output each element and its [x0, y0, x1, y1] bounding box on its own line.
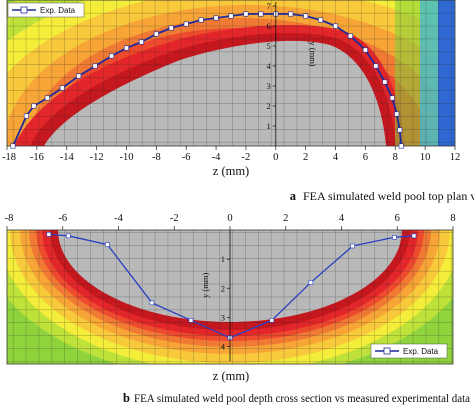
- panel-a-exp-data-marker: [347, 33, 353, 39]
- panel-b-exp-data-marker: [392, 234, 397, 240]
- panel-b-x-tick-label: -4: [114, 213, 123, 224]
- panel-b-y-tick-label: 4: [221, 342, 226, 352]
- panel-a-exp-data-marker: [59, 85, 65, 91]
- panel-a-x-tick-label: -8: [152, 152, 161, 163]
- panel-b-exp-data-marker: [308, 280, 314, 285]
- panel-a-caption: FEA simulated weld pool top plan view vs…: [303, 189, 474, 203]
- panel-a-exp-data-marker: [23, 113, 29, 119]
- panel-a-exp-data-marker: [228, 13, 234, 19]
- panel-a-legend-label: Exp. Data: [40, 6, 76, 15]
- panel-b-x-tick-label: -6: [58, 213, 67, 224]
- panel-a-x-tick-label: -4: [212, 152, 221, 163]
- panel-b: -8 -6 -4 -2 0 2 4 6 8 1 2 3 4 y (mm) Exp. Data z (mm…: [5, 213, 471, 405]
- panel-a-exp-data-marker: [288, 11, 294, 17]
- panel-a-x-tick-label: 10: [420, 152, 431, 163]
- panel-a-exp-data-marker: [398, 143, 404, 149]
- panel-a-y-tick-label: 5: [267, 41, 271, 51]
- panel-a-exp-data-marker: [76, 73, 82, 79]
- panel-a-caption-letter: a: [290, 189, 297, 203]
- panel-a-x-tick-label: 4: [333, 152, 339, 163]
- panel-a-y-axis-label: y (mm): [308, 41, 318, 66]
- panel-b-x-tick-label: 2: [283, 213, 288, 224]
- panel-a-x-tick-label: 2: [303, 152, 308, 163]
- panel-b-legend-label: Exp. Data: [403, 347, 439, 356]
- panel-b-caption: FEA simulated weld pool depth cross sect…: [134, 391, 471, 405]
- panel-a-frame: [6, 0, 456, 147]
- panel-b-y-tick-label: 3: [221, 312, 225, 322]
- panel-a-exp-data-series: [10, 11, 404, 149]
- panel-a-exp-data-marker: [373, 63, 379, 69]
- panel-a-x-tick-label: -10: [119, 152, 133, 163]
- panel-b-exp-data-marker: [66, 233, 71, 239]
- panel-b-x-axis-label: z (mm): [213, 369, 249, 383]
- panel-b-y-axis-label: y (mm): [200, 273, 210, 298]
- panel-a-exp-data-marker: [10, 143, 16, 149]
- panel-b-y-tick-label: 2: [221, 283, 225, 293]
- panel-a-x-tick-label: 0: [273, 152, 278, 163]
- panel-a-x-tick-label: -12: [90, 152, 104, 163]
- panel-a-x-tick-label: 12: [450, 152, 461, 163]
- panel-a-exp-data-marker: [397, 127, 403, 133]
- panel-a-exp-data-marker: [389, 95, 395, 101]
- panel-b-x-ticks: -8 -6 -4 -2 0 2 4 6 8: [5, 213, 456, 230]
- panel-a-y-tick-label: 6: [267, 21, 271, 31]
- panel-a-exp-data-marker: [394, 111, 400, 117]
- panel-b-exp-data-marker: [350, 243, 355, 249]
- panel-a-exp-data-marker: [92, 63, 98, 69]
- panel-b-y-tick-label: 1: [221, 254, 225, 264]
- panel-b-exp-data-marker: [269, 318, 275, 323]
- panel-b-x-tick-label: 6: [395, 213, 400, 224]
- panel-a-exp-data-marker: [198, 17, 204, 23]
- panel-a-exp-data-marker: [183, 21, 189, 27]
- panel-b-x-tick-label: 8: [450, 213, 455, 224]
- panel-a-exp-data-marker: [213, 15, 219, 21]
- panel-a-exp-data-marker: [31, 103, 37, 109]
- panel-b-y-axis: 1 2 3 4 y (mm): [200, 230, 231, 362]
- panel-a-exp-data-marker: [333, 23, 339, 29]
- panel-a-legend: Exp. Data: [7, 2, 85, 18]
- panel-a-x-ticks: -18 -16 -14 -12 -10 -8 -6 -4 -2 0 2 4 6 8 10 12: [2, 146, 460, 163]
- panel-a-x-axis-label: z (mm): [213, 164, 249, 178]
- panel-a-x-tick-label: -14: [60, 152, 75, 163]
- panel-b-x-tick-label: 4: [339, 213, 345, 224]
- panel-a-x-tick-label: -2: [242, 152, 251, 163]
- panel-a-exp-data-marker: [153, 31, 159, 37]
- panel-a-y-tick-label: 7: [267, 1, 271, 11]
- panel-a-x-tick-label: -18: [2, 152, 16, 163]
- panel-a-x-tick-label: 8: [393, 152, 398, 163]
- panel-a-exp-data-marker: [243, 11, 249, 17]
- panel-b-x-tick-label: -2: [170, 213, 179, 224]
- panel-a-x-tick-label: 6: [363, 152, 368, 163]
- panel-a-exp-data-marker: [258, 11, 264, 17]
- panel-a-exp-data-marker: [362, 47, 368, 53]
- panel-b-exp-data-marker: [188, 318, 194, 323]
- panel-b-exp-data-marker: [46, 232, 52, 237]
- panel-a-y-tick-label: 1: [267, 121, 271, 131]
- panel-a-x-tick-label: -16: [30, 152, 44, 163]
- panel-a-y-tick-label: 2: [267, 101, 271, 111]
- panel-b-caption-letter: b: [123, 391, 130, 405]
- panel-a-contour-field: [7, 0, 455, 146]
- panel-b-contour-field: [7, 230, 453, 364]
- panel-a-exp-data-marker: [382, 79, 388, 85]
- panel-a-y-tick-label: 4: [267, 61, 272, 71]
- panel-a-exp-data-marker: [303, 13, 309, 19]
- panel-a-exp-data-marker: [44, 95, 50, 101]
- panel-a-y-axis: 1 2 3 4 5 6 7 y (mm): [267, 1, 318, 146]
- panel-b-x-tick-label: -8: [5, 213, 14, 224]
- panel-a-exp-data-marker: [109, 53, 115, 59]
- panel-a-exp-data-marker: [123, 45, 129, 51]
- panel-a-exp-data-marker: [138, 39, 144, 45]
- panel-b-exp-data-marker: [105, 242, 110, 247]
- panel-b-x-tick-label: 0: [227, 213, 232, 224]
- panel-a-y-tick-label: 3: [267, 81, 271, 91]
- panel-b-exp-data-marker: [411, 233, 417, 239]
- panel-a-exp-data-marker: [168, 25, 174, 31]
- panel-b-exp-data-marker: [149, 300, 155, 306]
- panel-b-legend: Exp. Data: [370, 343, 448, 359]
- panel-a-exp-data-marker: [318, 17, 324, 23]
- panel-a-x-tick-label: -6: [182, 152, 191, 163]
